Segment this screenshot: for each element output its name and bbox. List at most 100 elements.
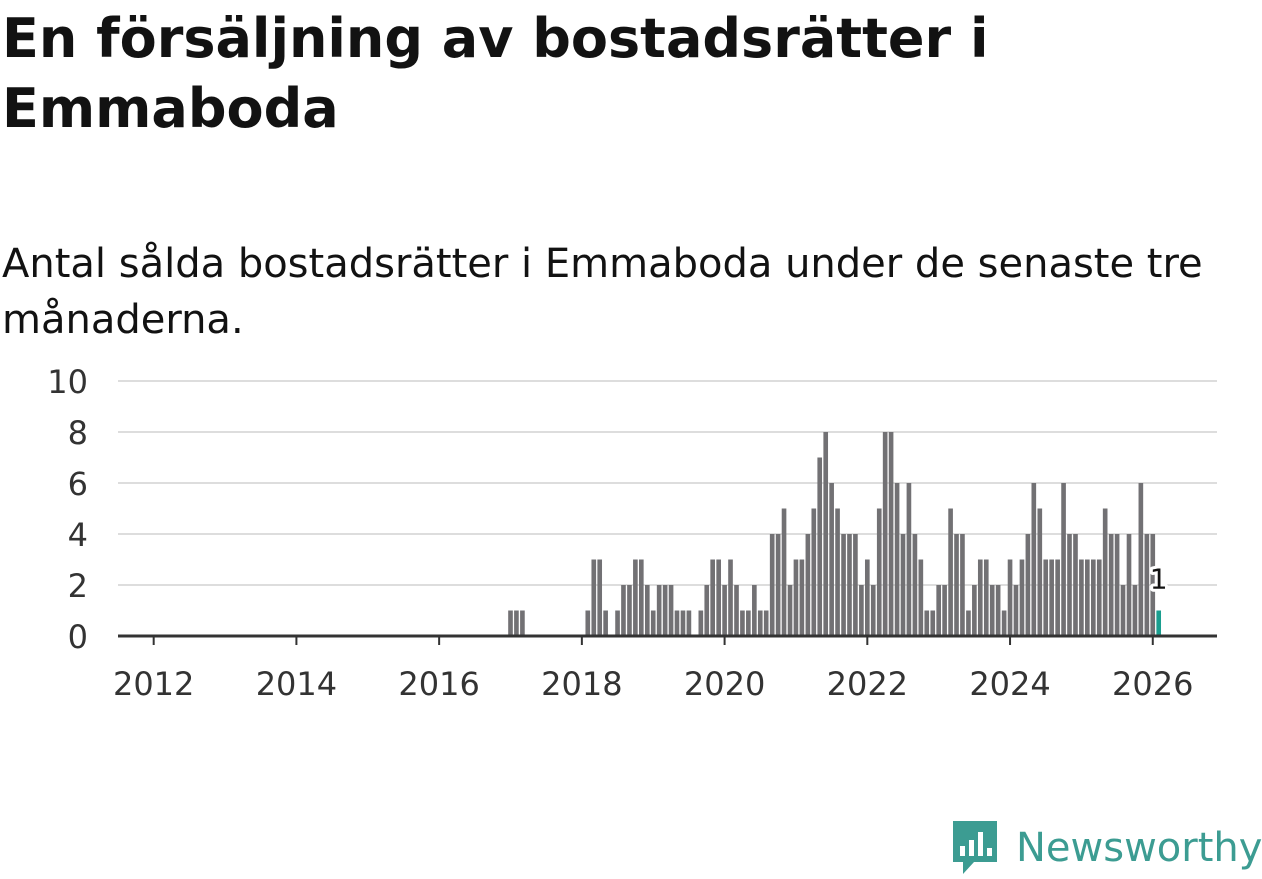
x-tick-label: 2024 [969,665,1050,703]
bar [1019,559,1025,636]
bar [936,585,942,636]
bar [1108,534,1114,636]
bar [1091,559,1096,636]
bar [894,483,900,636]
bar [710,559,715,636]
bar [1031,483,1037,636]
bar [716,559,721,636]
brand-logo: Newsworthy [950,818,1262,878]
bar [835,508,840,636]
bar [912,534,918,636]
bar [805,534,811,636]
bar [769,534,775,636]
bar [520,610,525,636]
newsworthy-logo-icon [953,821,997,874]
bar [1049,559,1054,636]
bar [1073,534,1078,636]
bar [514,610,519,636]
bar [811,508,817,636]
bar [686,610,692,636]
bar [781,508,787,636]
bar [621,585,626,636]
bar [668,585,674,636]
bar [740,610,745,636]
bar [1043,559,1049,636]
bar [995,585,1001,636]
y-tick-label: 4 [68,516,88,554]
bar [906,483,912,636]
bar [680,610,686,636]
bar [722,585,727,636]
bar [1085,559,1090,636]
bar [734,585,739,636]
bar [972,585,977,636]
y-tick-label: 10 [47,363,88,401]
bar [954,534,959,636]
bar [1079,559,1084,636]
chart-title: En försäljning av bostadsrätter i Emmabo… [2,7,989,140]
bar [1102,508,1108,636]
bar [633,559,638,636]
bar [704,585,710,636]
bar [775,534,781,636]
brand-name: Newsworthy [1016,825,1262,871]
bar [1067,534,1072,636]
bar [853,534,858,636]
bar [757,610,763,636]
x-tick-label: 2014 [256,665,337,703]
bar [1114,534,1120,636]
bar [787,585,793,636]
bar [1001,610,1007,636]
bar [918,559,924,636]
bar [644,585,650,636]
y-tick-label: 8 [68,414,88,452]
bar [876,508,882,636]
bar [924,610,930,636]
bar [1132,585,1138,636]
bar [1120,585,1126,636]
bar [793,559,799,636]
bar [698,610,704,636]
bar [603,610,608,636]
bar [508,610,513,636]
bar [942,585,947,636]
bar [1138,483,1144,636]
bar [847,534,852,636]
highlight-annotation: 1 [1147,560,1171,599]
bar [817,457,823,636]
x-tick-label: 2022 [827,665,908,703]
x-tick-label: 2020 [684,665,765,703]
gridlines [118,380,1217,586]
bar [1150,534,1156,636]
bar [989,585,995,636]
bar [799,559,805,636]
y-tick-label: 6 [68,465,88,503]
bar [728,559,733,636]
bar [930,610,936,636]
bar [829,483,834,636]
bar [591,559,597,636]
bar [948,508,953,636]
bar [960,534,965,636]
bar [650,610,656,636]
bar [1055,559,1060,636]
bar [1007,559,1013,636]
bar [823,432,829,636]
bar [662,585,668,636]
bar [859,585,864,636]
bar [674,610,680,636]
bar [1144,534,1150,636]
x-axis-ticks: 2012 2014 2016 2018 2020 2022 2024 2026 [113,636,1193,703]
bar [864,559,870,636]
bar-chart: 0 2 4 6 8 10 2012 2014 2016 2018 2020 2022 2024 2026… [47,363,1217,703]
bar [1013,585,1019,636]
bar [977,559,983,636]
bar [841,534,846,636]
highlight-label: 1 [1150,563,1168,596]
bar-highlight [1156,610,1162,636]
bar [983,559,989,636]
bar [615,610,620,636]
x-tick-label: 2018 [541,665,622,703]
bar [1025,534,1031,636]
bar [888,432,894,636]
